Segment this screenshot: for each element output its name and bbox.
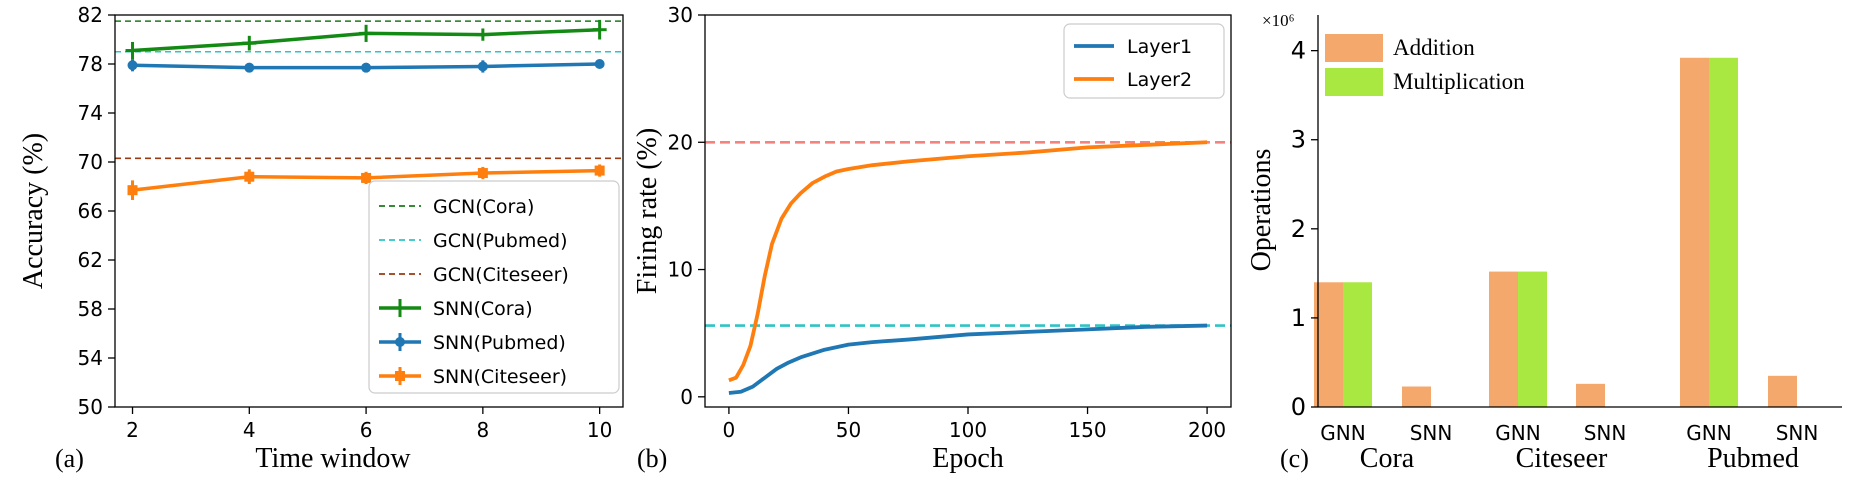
panel-a-ytick-label: 54 (78, 346, 103, 370)
panel-c-legend-label: Addition (1393, 35, 1475, 60)
panel-a-ytick-label: 74 (78, 101, 103, 125)
panel-c-group-label: Cora (1360, 443, 1415, 474)
panel-c-bar-addition (1489, 271, 1518, 407)
panel-c-bar-addition (1576, 383, 1605, 407)
panel-c-ytick-label: 2 (1291, 215, 1306, 243)
panel-a-legend-marker (395, 371, 405, 381)
panel-a-marker (244, 171, 255, 182)
panel-a-ytick-label: 62 (78, 248, 103, 272)
panel-a-ytick-label: 70 (78, 150, 103, 174)
panel-c-xtick-label: GNN (1686, 421, 1731, 445)
panel-a-marker (127, 185, 138, 196)
panel-a-xtick-label: 10 (587, 418, 612, 442)
panel-a-legend-label: SNN(Cora) (433, 298, 533, 320)
panel-c-bar-addition (1314, 282, 1343, 407)
panel-a-marker (477, 168, 488, 179)
panel-a-marker (594, 165, 605, 176)
panel-c-ytick-label: 0 (1291, 393, 1306, 421)
panel-b-legend-label: Layer1 (1127, 36, 1192, 58)
panel-a-xtick-label: 4 (243, 418, 256, 442)
panel-c-legend-swatch (1325, 34, 1383, 62)
panel-c-xtick-label: SNN (1584, 421, 1627, 445)
panel-a-ylabel: Accuracy (%) (18, 133, 49, 289)
panel-a-legend-label: GCN(Citeseer) (433, 264, 569, 286)
panel-c-ytick-label: 4 (1291, 37, 1306, 65)
panel-a-marker (361, 172, 372, 183)
panel-c-bar-multiplication (1518, 271, 1547, 407)
panel-b-ytick-label: 10 (668, 258, 693, 282)
panel-a-ytick-label: 58 (78, 297, 103, 321)
panel-b-xtick-label: 150 (1068, 418, 1106, 442)
panel-c-legend-label: Multiplication (1393, 69, 1525, 94)
panel-a-ytick-label: 66 (78, 199, 103, 223)
panel-a-xlabel: Time window (255, 443, 411, 474)
panel-c-bar-addition (1768, 375, 1797, 407)
panel-c-legend-swatch (1325, 68, 1383, 96)
panel-a-xtick-label: 6 (360, 418, 373, 442)
panel-c-bar-addition (1680, 57, 1709, 407)
panel-c-group-label: Citeseer (1516, 443, 1608, 474)
panel-a-xtick-label: 2 (126, 418, 139, 442)
panel-c-ytick-label: 3 (1291, 126, 1306, 154)
panel-a-ytick-label: 82 (78, 3, 103, 27)
panel-c-scale-note: ×10⁶ (1262, 11, 1295, 30)
panel-a-legend-label: SNN(Pubmed) (433, 332, 566, 354)
panel-c-xtick-label: GNN (1495, 421, 1540, 445)
panel-b: 0 10 20 30 0 50 100 150 200 Layer1 Layer2 Firing … (632, 3, 1232, 474)
panel-c-xtick-label: SNN (1776, 421, 1819, 445)
panel-a-legend-label: GCN(Cora) (433, 196, 534, 218)
panel-b-legend-label: Layer2 (1127, 69, 1192, 91)
panel-a-legend-label: SNN(Citeseer) (433, 366, 567, 388)
panel-a-legend-box (368, 180, 620, 394)
panel-b-series-line-0 (728, 323, 1208, 395)
panel-c-bar-multiplication (1709, 57, 1738, 407)
panel-b-ytick-label: 30 (668, 3, 693, 27)
panel-b-ylabel: Firing rate (%) (632, 128, 663, 294)
panel-a-marker (594, 59, 605, 69)
panel-c-label: (c) (1280, 444, 1309, 473)
panel-c-ytick-label: 1 (1291, 304, 1306, 332)
panel-a: 50 54 58 62 66 70 74 78 82 2 4 6 8 10 GCN(Cora) GCN(Pu… (18, 3, 624, 474)
panel-c-ylabel: Operations (1246, 149, 1277, 272)
panel-b-xtick-label: 0 (723, 418, 736, 442)
panel-b-label: (b) (637, 444, 667, 473)
panel-a-marker (477, 61, 488, 72)
panel-a-legend-label: GCN(Pubmed) (433, 230, 568, 252)
panel-c-bar-addition (1402, 386, 1431, 407)
panel-a-marker (244, 62, 255, 73)
panel-b-xlabel: Epoch (932, 443, 1004, 474)
panel-a-xtick-label: 8 (476, 418, 489, 442)
panel-b-ytick-label: 0 (680, 385, 693, 409)
panel-a-ytick-label: 50 (78, 395, 103, 419)
panel-c-bar-multiplication (1343, 282, 1372, 407)
panel-b-xtick-label: 200 (1188, 418, 1226, 442)
panel-a-legend-marker (395, 337, 405, 347)
panel-a-marker (361, 62, 372, 73)
panel-b-series-line-1 (728, 140, 1208, 383)
panel-a-label: (a) (55, 444, 84, 473)
panel-c-xtick-label: SNN (1410, 421, 1453, 445)
panel-b-ytick-label: 20 (668, 130, 693, 154)
panel-b-xtick-label: 50 (836, 418, 861, 442)
panel-a-ytick-label: 78 (78, 52, 103, 76)
panel-a-marker (127, 60, 138, 71)
panel-b-xtick-label: 100 (949, 418, 987, 442)
panel-c-xtick-label: GNN (1320, 421, 1365, 445)
panel-c-group-label: Pubmed (1707, 443, 1799, 474)
